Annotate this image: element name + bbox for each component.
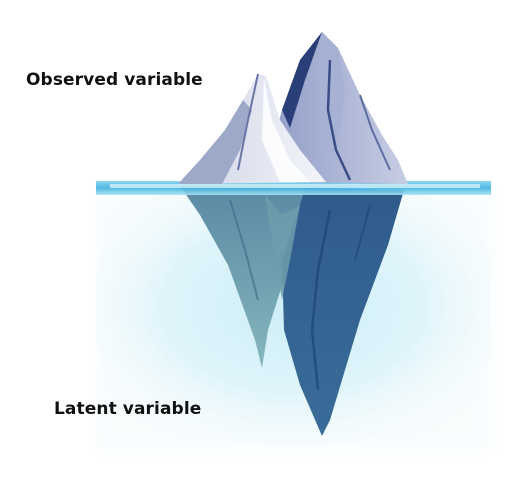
right-peak-facet	[318, 32, 345, 160]
visible-iceberg	[178, 32, 408, 184]
submerged-mid-facet	[265, 195, 300, 300]
left-peak-shadow	[178, 100, 252, 184]
submerged-crease-3	[354, 204, 371, 261]
submerged-iceberg	[180, 186, 404, 436]
submerged-right-lobe	[282, 188, 404, 436]
water-surface-highlight	[110, 184, 480, 188]
latent-variable-label: Latent variable	[54, 399, 202, 419]
right-peak-crease-2	[359, 94, 391, 171]
left-peak-highlight	[262, 78, 310, 182]
submerged-crease-2	[310, 209, 332, 391]
right-peak-shadow	[282, 32, 322, 128]
left-peak-crease	[237, 73, 259, 171]
submerged-crease-1	[229, 199, 259, 301]
observed-variable-label: Observed variable	[26, 70, 203, 90]
right-peak-crease	[326, 59, 352, 181]
